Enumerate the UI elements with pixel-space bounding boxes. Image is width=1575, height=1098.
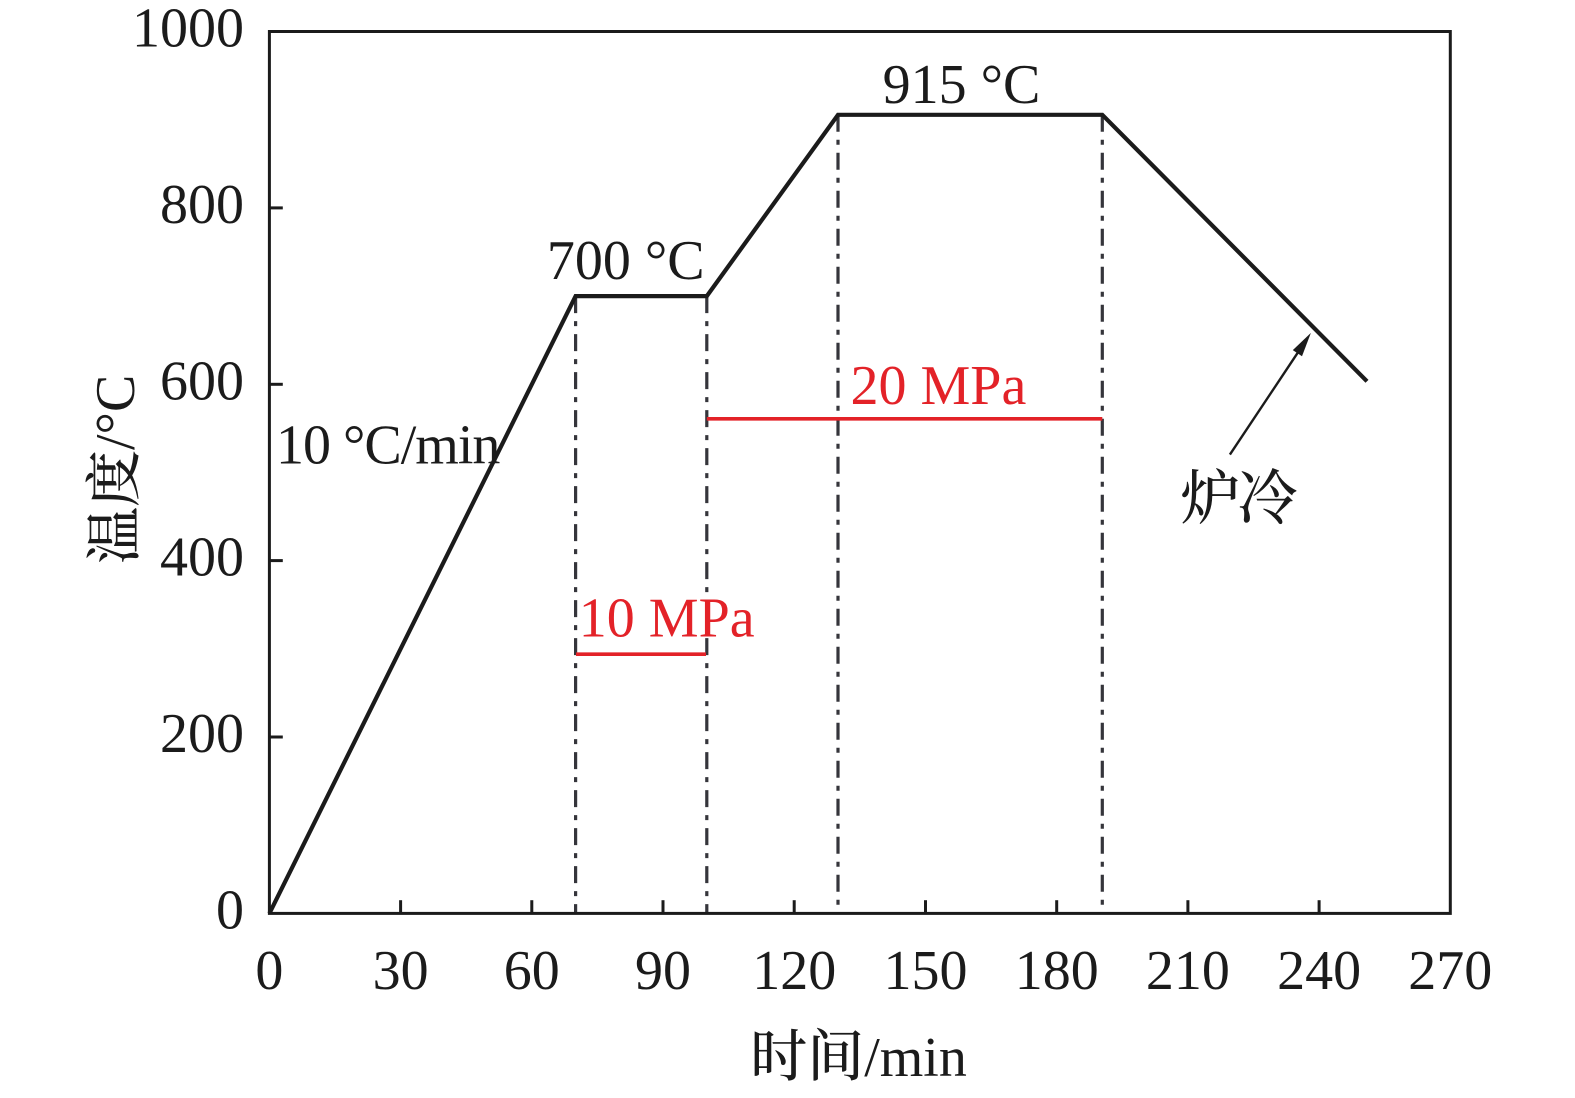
svg-text:10 °C/min: 10 °C/min	[276, 414, 500, 476]
svg-text:800: 800	[160, 174, 244, 236]
svg-text:90: 90	[635, 940, 691, 1002]
svg-text:1000: 1000	[132, 0, 244, 60]
svg-text:700 °C: 700 °C	[547, 230, 705, 292]
svg-text:600: 600	[160, 350, 244, 412]
svg-text:/°C: /°C	[85, 375, 147, 450]
svg-text:30: 30	[373, 940, 429, 1002]
svg-text:400: 400	[160, 527, 244, 589]
svg-text:210: 210	[1146, 940, 1230, 1002]
svg-text:0: 0	[216, 879, 244, 941]
svg-text:180: 180	[1015, 940, 1099, 1002]
svg-text:20 MPa: 20 MPa	[851, 355, 1027, 417]
svg-text:60: 60	[504, 940, 560, 1002]
svg-text:10 MPa: 10 MPa	[579, 588, 755, 650]
svg-text:915 °C: 915 °C	[883, 54, 1041, 116]
svg-text:240: 240	[1277, 940, 1361, 1002]
svg-text:120: 120	[752, 940, 836, 1002]
svg-text:0: 0	[255, 940, 283, 1002]
svg-text:150: 150	[884, 940, 968, 1002]
svg-text:200: 200	[160, 703, 244, 765]
svg-text:/min: /min	[864, 1027, 967, 1089]
svg-text:270: 270	[1408, 940, 1492, 1002]
